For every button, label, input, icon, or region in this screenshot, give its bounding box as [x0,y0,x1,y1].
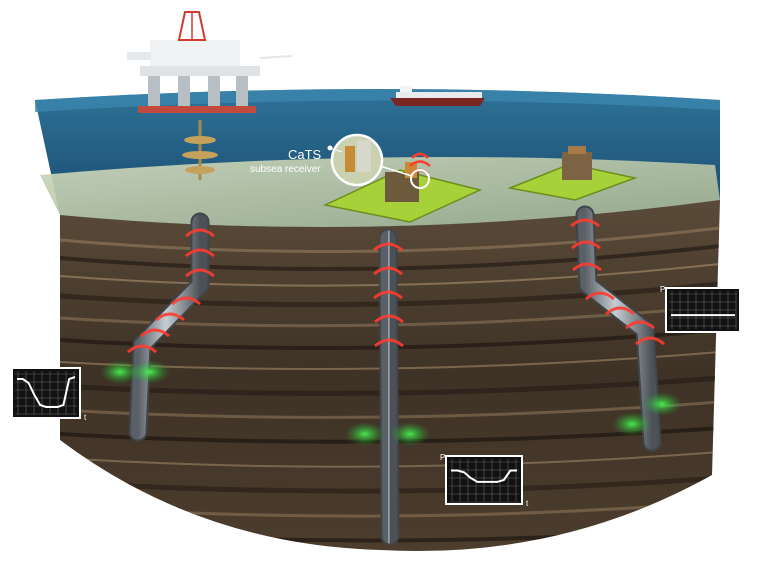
center-plot-x-label: t [526,499,529,508]
signal-arc [373,242,403,252]
center-well [345,228,430,546]
signal-arc [635,336,665,346]
signal-arc [625,320,655,330]
fluid-flow-glow [642,392,682,416]
signal-arc [373,290,403,300]
signal-arc [140,328,170,338]
signal-arc [185,268,215,278]
left-plot-x-label: t [84,413,87,422]
offshore-drilling-platform [127,11,293,113]
right-plot-x-label: t [740,327,743,336]
subsea-template-center [322,162,483,223]
callout-subtitle: subsea receiver [250,164,321,175]
right-well [570,205,682,452]
right-plot-y-label: P [660,285,665,294]
fluid-flow-glow [345,422,385,446]
center-plot-y-label: P [440,453,445,462]
fluid-flow-glow [612,412,652,436]
left-plot-y-label: P [6,365,11,374]
signal-arc [605,306,635,316]
signal-arc [373,266,403,276]
subsea-riser-structure [182,120,218,180]
signal-arc [585,291,615,301]
right-well-pressure-plot: P t [660,285,743,336]
callout-title: CaTS [288,147,322,162]
signal-arc [171,296,201,306]
center-well-pressure-plot: P t [440,453,529,508]
left-well [100,212,215,442]
signal-arc [155,312,185,322]
fluid-flow-glow [390,422,430,446]
cats-receiver-callout: CaTS subsea receiver [250,133,430,189]
signal-arc [570,218,600,228]
left-well-pressure-plot: P t [6,365,87,422]
signal-arc [374,338,404,348]
wells-group [100,205,682,546]
pressure-curve [451,469,517,483]
signal-arc [185,228,215,238]
signal-arc [185,248,215,258]
signal-arc [127,344,157,354]
signal-arc [572,262,602,272]
pressure-curve [17,376,76,408]
signal-arc [374,314,404,324]
subsea-template-right [507,146,638,201]
fluid-flow-glow [100,360,140,384]
fluid-flow-glow [130,360,170,384]
signal-arc [571,240,601,250]
surface-vessel [390,86,485,106]
